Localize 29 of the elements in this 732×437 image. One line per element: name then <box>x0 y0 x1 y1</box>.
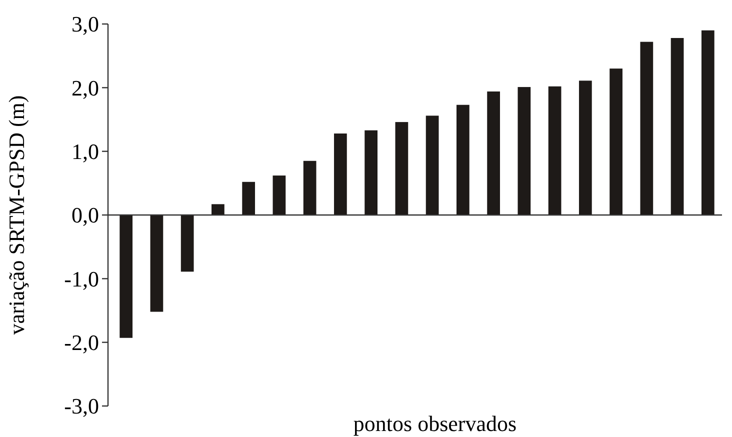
x-axis-title: pontos observados <box>353 411 517 436</box>
y-axis-title: variação SRTM-GPSD (m) <box>4 95 29 335</box>
bar <box>701 30 714 215</box>
bar <box>272 176 286 215</box>
bar <box>670 38 684 215</box>
y-tick-label: 3,0 <box>72 12 99 37</box>
bar <box>334 134 347 215</box>
y-tick-label: -2,0 <box>64 330 99 356</box>
bar <box>456 104 470 215</box>
bar <box>640 42 654 215</box>
bar <box>610 68 622 215</box>
y-tick-label: 0,0 <box>72 202 99 228</box>
bar <box>578 80 592 215</box>
y-tick-label: 2,0 <box>72 75 99 100</box>
bar <box>548 86 562 215</box>
bar <box>303 160 316 215</box>
bar <box>518 87 531 215</box>
bar <box>395 122 408 215</box>
bar <box>487 91 500 215</box>
bar <box>364 130 378 215</box>
bar <box>150 215 164 312</box>
y-tick-label: 1,0 <box>72 139 99 164</box>
y-tick-label: -1,0 <box>64 266 99 292</box>
bar <box>180 215 194 272</box>
bar <box>242 182 256 215</box>
y-tick-label: -3,0 <box>64 394 99 419</box>
bar <box>426 116 439 215</box>
bar <box>212 204 224 215</box>
bar <box>120 215 133 338</box>
